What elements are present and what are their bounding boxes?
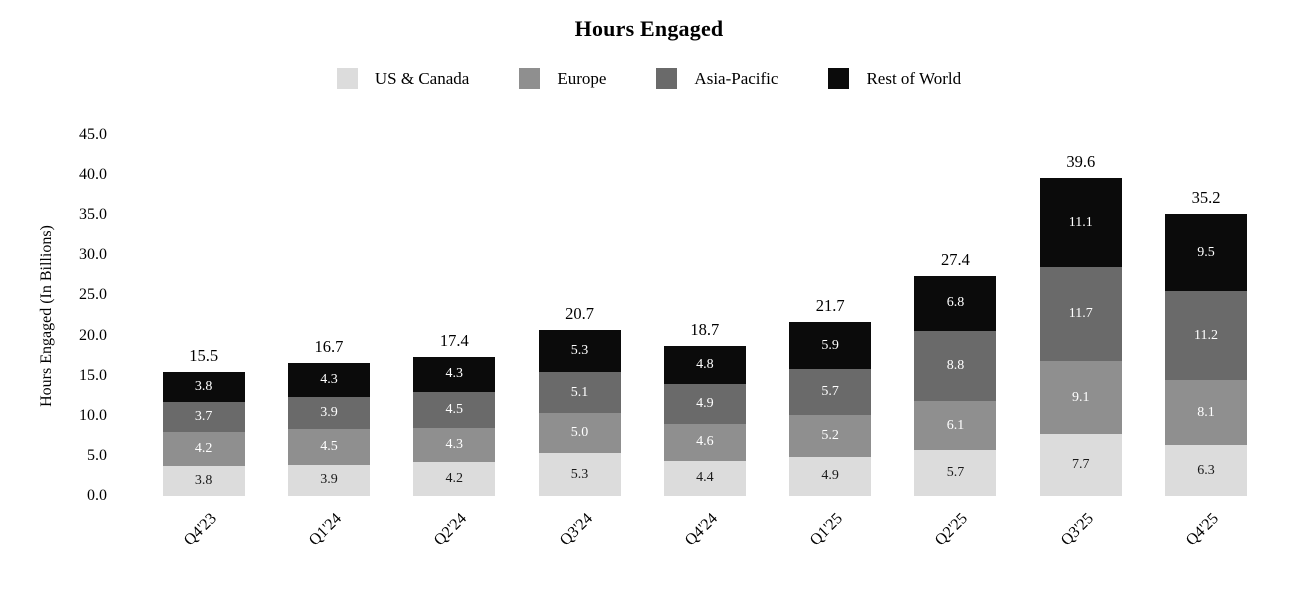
legend-item-rest-of-world: Rest of World xyxy=(828,68,961,89)
legend-item-asia-pacific: Asia-Pacific xyxy=(656,68,778,89)
bar-total-label-q2-24: 17.4 xyxy=(439,331,469,351)
x-axis-label-q1-25: Q1'25 xyxy=(806,510,847,550)
bar-segment-europe-q3-24: 5.0 xyxy=(538,413,621,454)
bar-segment-asia-pacific-q3-25: 11.7 xyxy=(1039,267,1122,362)
bar-segment-europe-q2-25: 6.1 xyxy=(914,401,997,451)
bar-segment-rest-of-world-q2-24: 4.3 xyxy=(413,357,496,392)
x-axis-label-q2-24: Q2'24 xyxy=(431,510,471,550)
bar-segment-asia-pacific-q3-24: 5.1 xyxy=(538,372,621,414)
bar-segment-rest-of-world-q1-25: 5.9 xyxy=(789,321,872,370)
legend-swatch-icon xyxy=(336,68,358,89)
x-axis-label-q1-24: Q1'24 xyxy=(305,510,345,550)
bar-segment-europe-q4-25: 8.1 xyxy=(1165,380,1248,446)
bar-segment-rest-of-world-q1-24: 4.3 xyxy=(287,362,370,398)
legend-swatch-icon xyxy=(656,68,678,89)
bar-segment-us-canada-q4-24: 4.4 xyxy=(663,460,746,496)
legend-label: Asia-Pacific xyxy=(694,68,779,88)
bar-segment-asia-pacific-q2-24: 4.5 xyxy=(413,391,496,428)
bar-total-label-q4-25: 35.2 xyxy=(1191,188,1221,208)
legend-item-europe: Europe xyxy=(519,68,606,89)
bar-segment-us-canada-q4-23: 3.8 xyxy=(162,465,245,496)
bar-total-label-q2-25: 27.4 xyxy=(941,250,970,270)
legend-label: US & Canada xyxy=(374,68,470,88)
y-axis-tick: 25.0 xyxy=(79,286,107,304)
x-axis-label-q3-25: Q3'25 xyxy=(1057,510,1097,550)
bar-total-label-q3-24: 20.7 xyxy=(565,303,594,323)
bar-total-label-q3-25: 39.6 xyxy=(1066,152,1096,172)
bar-segment-europe-q2-24: 4.3 xyxy=(413,427,496,463)
bar-segment-asia-pacific-q4-23: 3.7 xyxy=(162,402,245,432)
bar-total-label-q1-24: 16.7 xyxy=(314,336,344,356)
legend: US & Canada Europe Asia-Pacific Rest of Wor… xyxy=(0,68,1298,89)
bar-total-label-q4-24: 18.7 xyxy=(690,319,720,339)
x-axis-label-q4-23: Q4'23 xyxy=(180,510,220,550)
legend-label: Rest of World xyxy=(866,68,962,88)
bar-segment-asia-pacific-q1-25: 5.7 xyxy=(789,369,872,415)
bar-segment-us-canada-q3-24: 5.3 xyxy=(538,453,621,496)
legend-swatch-icon xyxy=(828,68,850,89)
legend-swatch-icon xyxy=(519,68,541,89)
bar-segment-rest-of-world-q3-25: 11.1 xyxy=(1039,178,1122,268)
x-axis-label-q3-24: Q3'24 xyxy=(556,510,596,550)
bar-segment-rest-of-world-q4-23: 3.8 xyxy=(162,371,245,403)
x-axis-label-q2-25: Q2'25 xyxy=(932,510,972,550)
y-axis-tick: 30.0 xyxy=(79,246,107,264)
bar-total-label-q1-25: 21.7 xyxy=(815,295,845,315)
bar-segment-rest-of-world-q4-25: 9.5 xyxy=(1165,214,1248,291)
bar-segment-rest-of-world-q3-24: 5.3 xyxy=(538,329,621,373)
bar-segment-asia-pacific-q2-25: 8.8 xyxy=(914,330,997,402)
bar-segment-europe-q4-23: 4.2 xyxy=(162,431,245,466)
bar-segment-europe-q3-25: 9.1 xyxy=(1039,361,1122,435)
bar-segment-us-canada-q2-25: 5.7 xyxy=(914,450,997,496)
bar-segment-rest-of-world-q4-24: 4.8 xyxy=(663,345,746,385)
y-axis-tick: 45.0 xyxy=(79,126,107,143)
legend-item-us-canada: US & Canada xyxy=(336,68,470,89)
bar-segment-us-canada-q4-25: 6.3 xyxy=(1165,445,1248,496)
y-axis-tick: 5.0 xyxy=(87,446,107,464)
bar-segment-asia-pacific-q1-24: 3.9 xyxy=(287,397,370,429)
bar-segment-europe-q1-24: 4.5 xyxy=(287,428,370,465)
y-axis-tick: 0.0 xyxy=(87,487,107,504)
x-axis-label-q4-24: Q4'24 xyxy=(681,510,721,550)
bar-segment-asia-pacific-q4-24: 4.9 xyxy=(663,384,746,424)
bar-segment-us-canada-q1-25: 4.9 xyxy=(789,456,872,496)
x-axis-label-q4-25: Q4'25 xyxy=(1182,510,1223,550)
y-axis-tick: 10.0 xyxy=(79,406,107,424)
y-axis-tick: 20.0 xyxy=(79,326,107,344)
bar-segment-us-canada-q1-24: 3.9 xyxy=(287,464,370,496)
bar-total-label-q4-23: 15.5 xyxy=(189,345,219,365)
y-axis-tick: 40.0 xyxy=(79,166,107,184)
legend-label: Europe xyxy=(557,68,607,88)
bar-segment-us-canada-q3-25: 7.7 xyxy=(1039,434,1122,496)
chart-title: Hours Engaged xyxy=(574,16,724,41)
bar-segment-europe-q1-25: 5.2 xyxy=(789,414,872,457)
y-axis-tick: 15.0 xyxy=(79,366,107,384)
bar-segment-asia-pacific-q4-25: 11.2 xyxy=(1165,290,1248,381)
bar-segment-rest-of-world-q2-25: 6.8 xyxy=(914,276,997,331)
bar-segment-us-canada-q2-24: 4.2 xyxy=(413,462,496,496)
y-axis-tick: 35.0 xyxy=(79,206,107,224)
bar-segment-europe-q4-24: 4.6 xyxy=(663,423,746,461)
